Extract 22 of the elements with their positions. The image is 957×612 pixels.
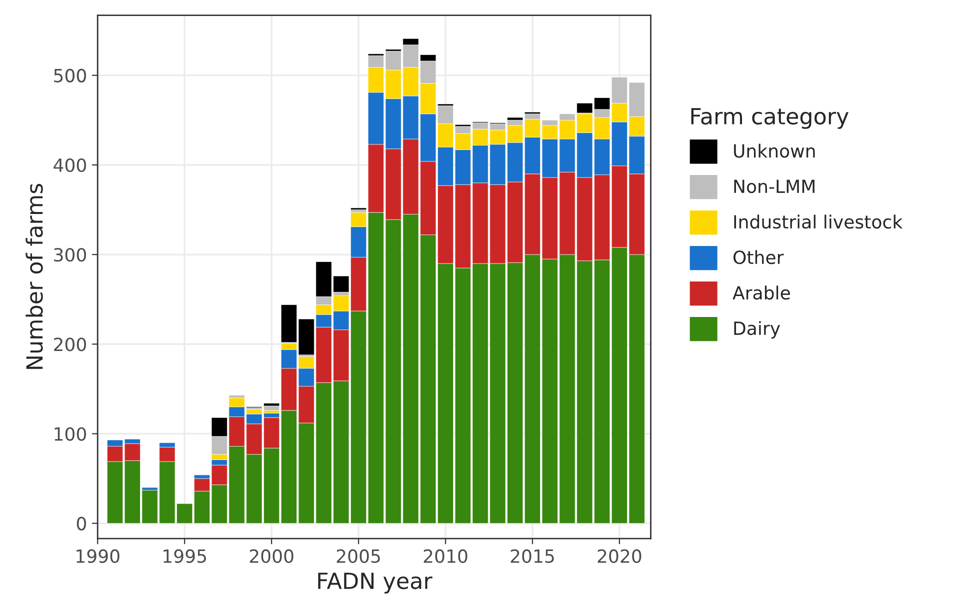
x-tick-label: 2020 <box>598 549 642 563</box>
legend-label: Unknown <box>734 144 815 158</box>
legend-label: Non-LMM <box>734 180 814 194</box>
y-tick-label: 500 <box>54 68 86 82</box>
legend-title: Farm category <box>691 108 849 129</box>
y-axis-title: Number of farms <box>26 184 43 369</box>
y-tick-label: 200 <box>54 338 86 352</box>
y-tick-label: 400 <box>54 158 86 172</box>
legend-label: Other <box>733 250 784 264</box>
x-tick-label: 2010 <box>424 549 468 563</box>
x-tick-label: 2005 <box>336 549 380 563</box>
x-tick-label: 1995 <box>164 549 206 563</box>
y-tick-label: 100 <box>54 427 86 441</box>
legend-label: Industrial livestock <box>734 214 903 229</box>
x-tick-label: 1990 <box>76 549 120 563</box>
y-tick-label: 0 <box>76 516 86 530</box>
x-tick-label: 2000 <box>250 549 294 563</box>
y-tick-label: 300 <box>54 248 86 262</box>
legend-label: Dairy <box>734 321 780 339</box>
x-axis-title: FADN year <box>318 572 432 594</box>
legend-label: Arable <box>732 286 790 300</box>
x-tick-label: 2015 <box>510 549 554 563</box>
